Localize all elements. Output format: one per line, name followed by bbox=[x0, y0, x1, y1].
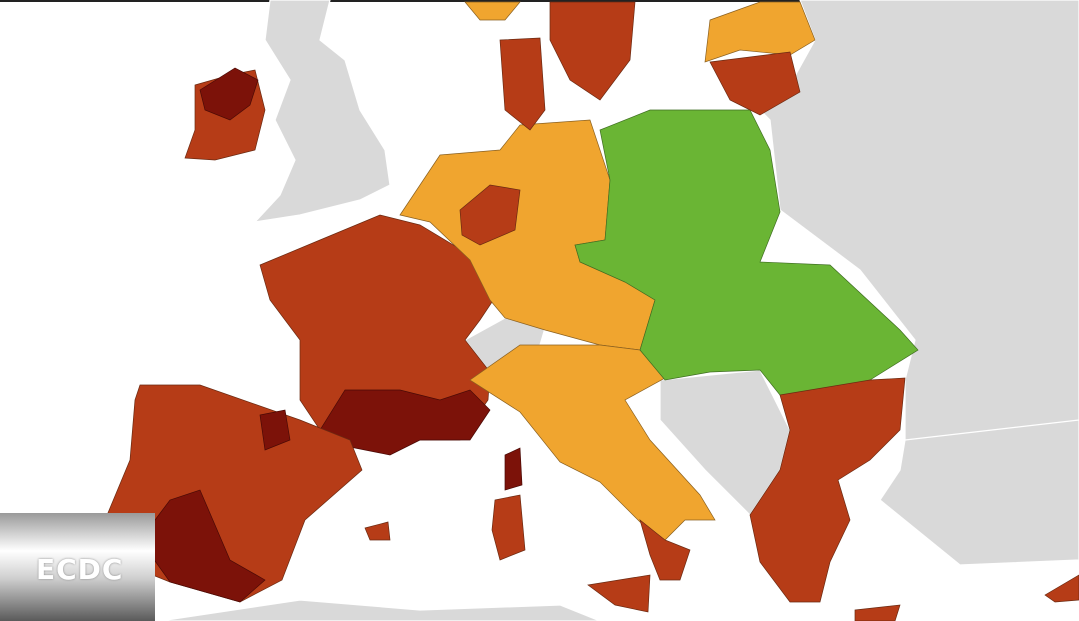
sicily bbox=[587, 574, 651, 613]
france-south bbox=[319, 389, 491, 456]
west-germany bbox=[459, 184, 521, 246]
turkey bbox=[879, 419, 1079, 566]
cyprus bbox=[1044, 574, 1079, 603]
south-italy bbox=[639, 519, 691, 581]
norway-tip bbox=[464, 1, 521, 21]
north-africa bbox=[159, 599, 601, 621]
corsica bbox=[504, 447, 523, 491]
northern-ireland bbox=[199, 67, 259, 121]
logo: ECDC bbox=[0, 513, 155, 621]
logo-text: ECDC bbox=[36, 553, 124, 586]
italy bbox=[469, 344, 716, 541]
lithuania bbox=[709, 51, 801, 116]
sweden bbox=[549, 1, 636, 101]
crete bbox=[854, 604, 901, 621]
top-border bbox=[0, 0, 1079, 2]
bulgaria-greece bbox=[749, 377, 906, 603]
balearics bbox=[364, 521, 391, 541]
denmark bbox=[499, 37, 546, 131]
sardinia bbox=[491, 494, 526, 561]
latvia-estonia bbox=[704, 1, 816, 63]
uk bbox=[253, 0, 391, 223]
madrid bbox=[259, 409, 291, 451]
andalusia bbox=[139, 489, 266, 603]
